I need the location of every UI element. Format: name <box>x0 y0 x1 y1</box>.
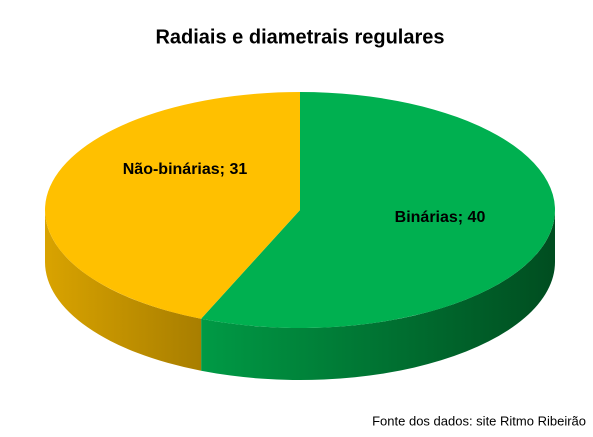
source-note: Fonte dos dados: site Ritmo Ribeirão <box>372 413 586 428</box>
data-label: Não-binárias; 31 <box>122 161 248 178</box>
slice <box>44 92 300 319</box>
data-label: Binárias; 40 <box>394 209 486 226</box>
slice-side <box>201 210 555 380</box>
chart-title: Radiais e diametrais regulares <box>155 26 444 48</box>
slice-side <box>45 210 202 371</box>
slice <box>201 92 555 328</box>
